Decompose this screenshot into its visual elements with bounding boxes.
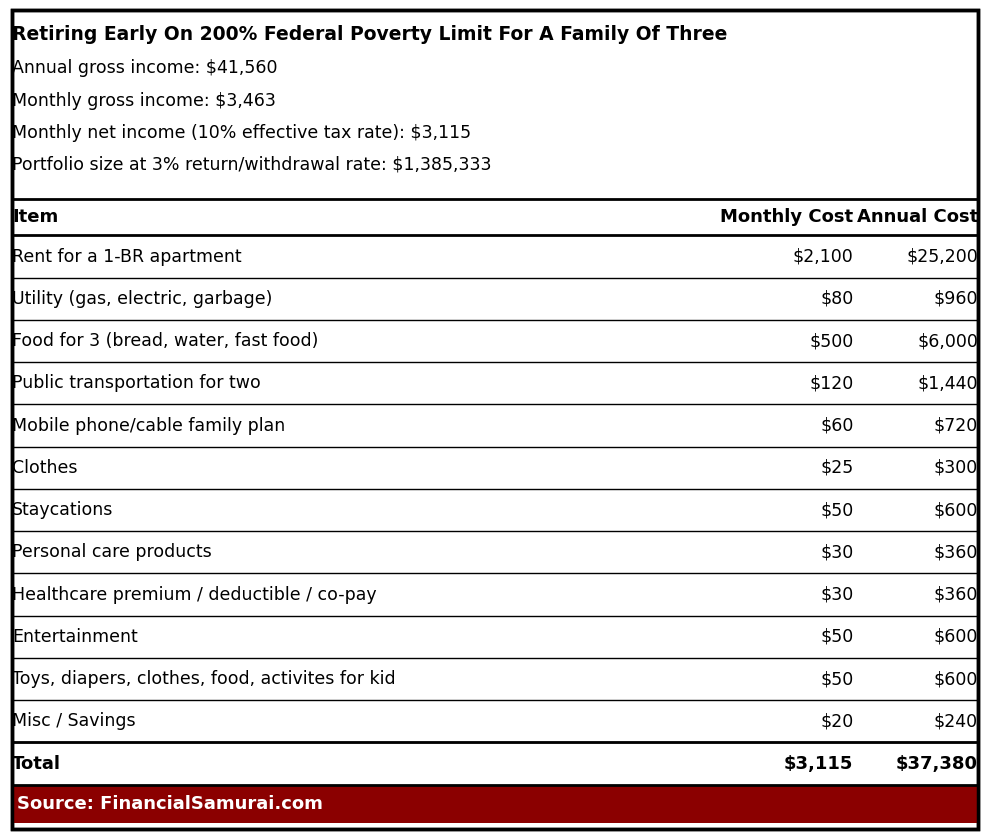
Text: Monthly net income (10% effective tax rate): $3,115: Monthly net income (10% effective tax ra…	[12, 124, 471, 142]
Text: Monthly gross income: $3,463: Monthly gross income: $3,463	[12, 91, 276, 110]
Text: Item: Item	[12, 208, 58, 227]
Text: Retiring Early On 200% Federal Poverty Limit For A Family Of Three: Retiring Early On 200% Federal Poverty L…	[12, 24, 728, 44]
Text: $600: $600	[934, 501, 978, 519]
Text: $20: $20	[820, 712, 853, 730]
Text: $300: $300	[934, 459, 978, 477]
Text: $720: $720	[934, 416, 978, 435]
Text: $60: $60	[820, 416, 853, 435]
Text: $80: $80	[820, 289, 853, 308]
Text: Staycations: Staycations	[12, 501, 113, 519]
Text: Annual gross income: $41,560: Annual gross income: $41,560	[12, 60, 277, 77]
Text: Rent for a 1-BR apartment: Rent for a 1-BR apartment	[12, 248, 242, 265]
Text: $120: $120	[809, 374, 853, 393]
Text: $600: $600	[934, 670, 978, 688]
Text: Mobile phone/cable family plan: Mobile phone/cable family plan	[12, 416, 285, 435]
Text: $25: $25	[820, 459, 853, 477]
Text: Toys, diapers, clothes, food, activites for kid: Toys, diapers, clothes, food, activites …	[12, 670, 396, 688]
Text: $500: $500	[809, 332, 853, 350]
Text: Monthly Cost: Monthly Cost	[721, 208, 853, 227]
Text: Public transportation for two: Public transportation for two	[12, 374, 260, 393]
Text: $3,115: $3,115	[784, 754, 853, 773]
Text: $1,440: $1,440	[918, 374, 978, 393]
Text: $2,100: $2,100	[793, 248, 853, 265]
Text: $37,380: $37,380	[896, 754, 978, 773]
Text: $6,000: $6,000	[918, 332, 978, 350]
Text: Utility (gas, electric, garbage): Utility (gas, electric, garbage)	[12, 289, 272, 308]
Text: $50: $50	[820, 628, 853, 646]
Text: Source: FinancialSamurai.com: Source: FinancialSamurai.com	[17, 795, 323, 813]
Text: $360: $360	[934, 586, 978, 603]
Bar	[12, 784, 978, 823]
Text: $25,200: $25,200	[907, 248, 978, 265]
Text: Portfolio size at 3% return/withdrawal rate: $1,385,333: Portfolio size at 3% return/withdrawal r…	[12, 156, 491, 174]
Text: $240: $240	[934, 712, 978, 730]
Text: $30: $30	[820, 544, 853, 561]
Text: $960: $960	[934, 289, 978, 308]
Text: Total: Total	[12, 754, 60, 773]
Text: $30: $30	[820, 586, 853, 603]
Text: Healthcare premium / deductible / co-pay: Healthcare premium / deductible / co-pay	[12, 586, 376, 603]
Text: $50: $50	[820, 501, 853, 519]
Text: $50: $50	[820, 670, 853, 688]
Text: Annual Cost: Annual Cost	[857, 208, 978, 227]
Text: Food for 3 (bread, water, fast food): Food for 3 (bread, water, fast food)	[12, 332, 318, 350]
Text: Personal care products: Personal care products	[12, 544, 212, 561]
Text: Entertainment: Entertainment	[12, 628, 138, 646]
Text: Clothes: Clothes	[12, 459, 77, 477]
Text: $600: $600	[934, 628, 978, 646]
Text: Misc / Savings: Misc / Savings	[12, 712, 136, 730]
Text: $360: $360	[934, 544, 978, 561]
